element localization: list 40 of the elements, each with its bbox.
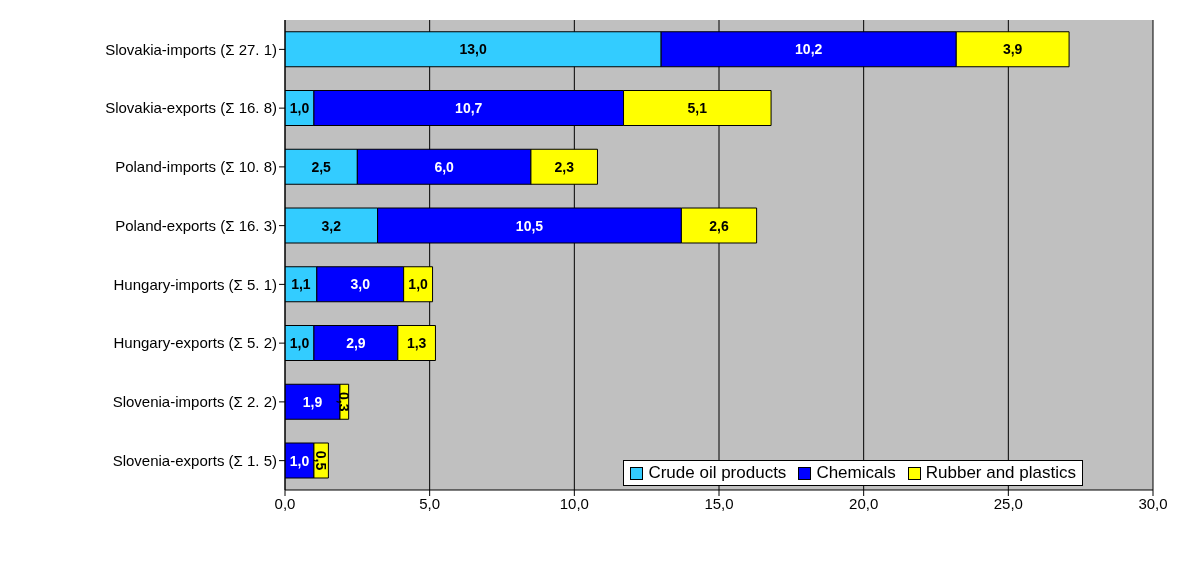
data-label: 13,0 [459, 41, 487, 58]
data-label: 10,2 [795, 41, 823, 58]
legend-label: Crude oil products [647, 463, 787, 483]
data-label: 2,5 [311, 158, 332, 175]
x-tick-label: 15,0 [704, 494, 734, 512]
data-label: 1,9 [302, 393, 323, 410]
x-tick-label: 20,0 [849, 494, 879, 512]
data-label: 3,0 [350, 276, 371, 293]
x-tick-label: 10,0 [559, 494, 589, 512]
data-label: 1,3 [406, 335, 427, 351]
x-tick-label: 0,0 [274, 494, 296, 512]
x-tick-label: 25,0 [993, 494, 1023, 512]
y-tick-label: Slovenia-exports (Σ 1. 5) [112, 451, 277, 469]
data-label: 1,0 [408, 276, 429, 293]
data-label: 1,0 [289, 100, 310, 116]
legend-label: Chemicals [815, 463, 896, 483]
data-label: 1,0 [289, 335, 310, 351]
y-tick-label: Poland-exports (Σ 16. 3) [115, 216, 277, 234]
data-label: 2,9 [346, 335, 366, 351]
y-tick-label: Hungary-imports (Σ 5. 1) [113, 275, 277, 293]
legend-label: Rubber and plastics [924, 463, 1076, 483]
y-tick-label: Poland-imports (Σ 10. 8) [115, 158, 277, 176]
y-tick-label: Slovenia-imports (Σ 2. 2) [112, 393, 277, 411]
data-label: 0,3 [336, 392, 353, 412]
x-tick-label: 5,0 [419, 494, 441, 512]
x-tick-label: 30,0 [1138, 494, 1168, 512]
data-label: 5,1 [687, 100, 708, 116]
data-label: 10,7 [455, 100, 483, 116]
y-tick-label: Slovakia-imports (Σ 27. 1) [105, 40, 277, 58]
data-label: 2,3 [554, 158, 575, 175]
data-label: 3,2 [321, 217, 342, 234]
y-tick-label: Slovakia-exports (Σ 16. 8) [105, 99, 277, 117]
y-tick-label: Hungary-exports (Σ 5. 2) [113, 334, 277, 352]
data-label: 1,0 [289, 452, 310, 469]
data-label: 2,6 [709, 217, 729, 234]
data-label: 10,5 [515, 217, 544, 234]
data-label: 3,9 [1002, 41, 1023, 58]
data-label: 6,0 [434, 158, 455, 175]
data-label: 0,5 [313, 450, 330, 471]
data-label: 1,1 [291, 276, 311, 293]
